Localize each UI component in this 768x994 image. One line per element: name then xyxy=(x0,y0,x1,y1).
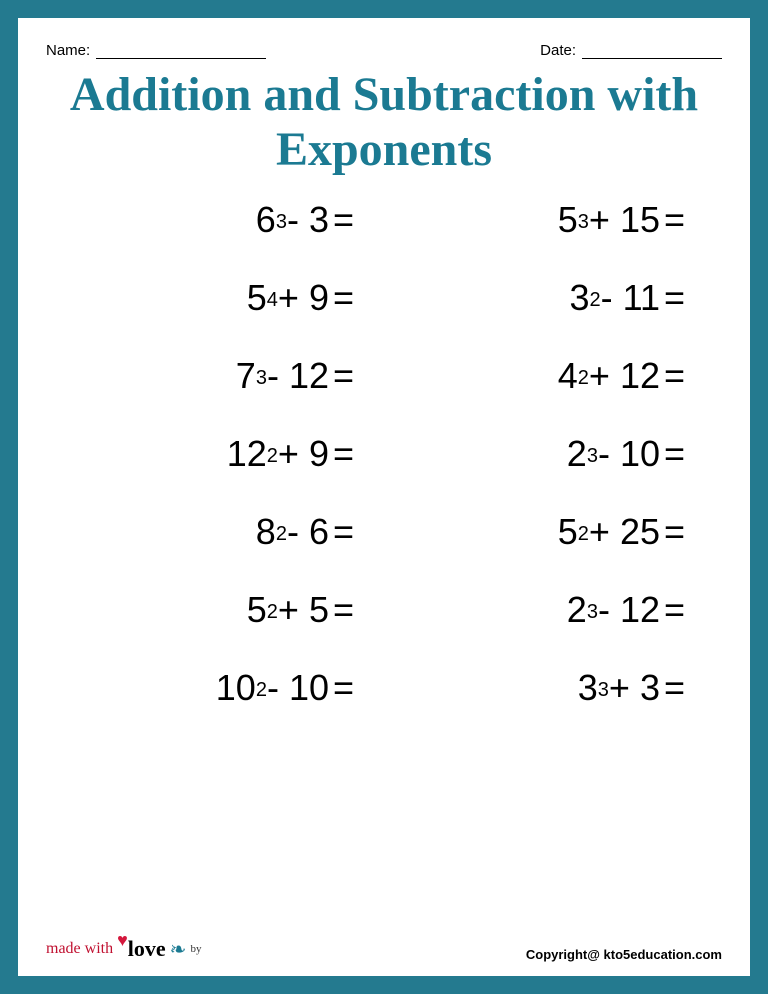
problem-left-5: 82- 6= xyxy=(78,511,369,553)
problem-right-6: 23- 12= xyxy=(409,589,700,631)
worksheet-sheet: Name: Date: Addition and Subtraction wit… xyxy=(18,18,750,976)
problem-right-1: 53+ 15= xyxy=(409,199,700,241)
page-title: Addition and Subtraction with Exponents xyxy=(46,67,722,177)
by-text: by xyxy=(190,943,201,955)
problems-grid: 63- 3= 53+ 15= 54+ 9= 32- 11= 73- 12= 42… xyxy=(46,199,722,709)
problem-right-2: 32- 11= xyxy=(409,277,700,319)
problem-left-3: 73- 12= xyxy=(78,355,369,397)
made-with-text: made with xyxy=(46,940,113,958)
problem-right-4: 23- 10= xyxy=(409,433,700,475)
problem-left-4: 122+ 9= xyxy=(78,433,369,475)
problem-left-2: 54+ 9= xyxy=(78,277,369,319)
problem-right-3: 42+ 12= xyxy=(409,355,700,397)
made-with-logo: made with ♥love ❧ by xyxy=(46,936,201,962)
copyright-text: Copyright@ kto5education.com xyxy=(526,947,722,962)
problem-right-7: 33+ 3= xyxy=(409,667,700,709)
header-row: Name: Date: xyxy=(46,42,722,59)
date-label: Date: xyxy=(540,42,576,59)
problem-left-1: 63- 3= xyxy=(78,199,369,241)
name-label: Name: xyxy=(46,42,90,59)
problem-left-6: 52+ 5= xyxy=(78,589,369,631)
love-text: ♥love xyxy=(117,936,166,962)
date-field: Date: xyxy=(540,42,722,59)
problem-right-5: 52+ 25= xyxy=(409,511,700,553)
name-field: Name: xyxy=(46,42,266,59)
problem-left-7: 102- 10= xyxy=(78,667,369,709)
footer: made with ♥love ❧ by Copyright@ kto5educ… xyxy=(46,936,722,962)
name-line[interactable] xyxy=(96,45,266,59)
date-line[interactable] xyxy=(582,45,722,59)
leaf-icon: ❧ xyxy=(170,937,187,962)
heart-icon: ♥ xyxy=(117,930,128,950)
